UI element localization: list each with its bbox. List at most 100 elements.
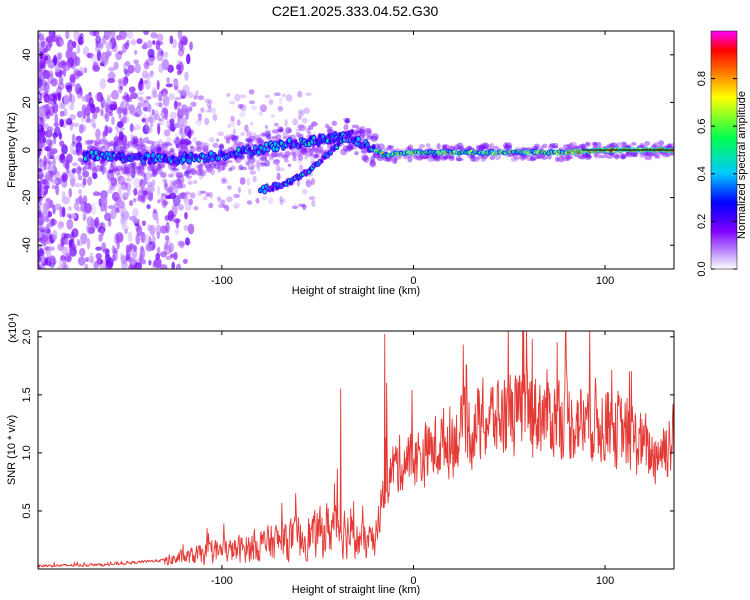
spectrogram-cell <box>65 31 70 40</box>
spectrogram-cell <box>68 243 77 251</box>
spectrogram-cell <box>147 140 155 145</box>
spectrogram-cell <box>171 185 179 195</box>
spectrogram-cell <box>47 202 51 209</box>
spectrogram-cell <box>153 257 162 269</box>
spectrogram-cell <box>319 149 324 155</box>
spectrogram-cell <box>115 200 120 206</box>
spectrogram-cell <box>160 172 167 178</box>
spectrogram-cell <box>64 159 70 170</box>
spectrogram-cell <box>354 130 359 135</box>
spectrogram-cell <box>77 147 83 153</box>
spectrogram-cell <box>230 134 237 141</box>
spectrogram-cell <box>309 147 318 153</box>
spectrogram-cell <box>295 132 301 138</box>
spectrogram-cell <box>204 163 211 169</box>
spectrogram-cell <box>88 145 97 150</box>
spectrogram-cell <box>157 143 162 150</box>
spectrogram-cell <box>264 152 270 157</box>
spectrogram-cell <box>531 146 539 150</box>
spectrogram-cell <box>68 205 73 212</box>
spectrogram-cell <box>592 141 598 148</box>
spectrogram-cell <box>124 177 130 181</box>
spectrogram-cell <box>248 157 256 164</box>
spectrogram-cell <box>482 142 490 150</box>
spectrogram-cell <box>158 102 163 108</box>
spectrogram-cell <box>135 233 141 245</box>
spectrogram-cell <box>48 140 53 149</box>
colorbar-tick-label: 0.2 <box>696 214 708 229</box>
spectrogram-cell <box>151 109 155 116</box>
snr-x-tick-label: 100 <box>596 575 614 587</box>
spectrogram-cell <box>93 141 102 146</box>
spectrogram-cell <box>163 103 170 108</box>
spectrogram-cell <box>58 101 64 110</box>
spectrogram-cell <box>281 198 286 203</box>
spectrogram-cell <box>183 138 191 146</box>
spectrogram-cell <box>186 166 191 171</box>
spectrogram-cell <box>110 208 117 220</box>
spectrogram-cell <box>349 144 354 150</box>
spectrogram-cell <box>206 157 210 162</box>
spectrogram-cell <box>610 142 617 148</box>
spectrogram-cell <box>625 151 633 158</box>
spectrogram-cell <box>140 144 147 151</box>
spectrogram-cell <box>146 40 153 49</box>
spectrogram-cell <box>278 167 286 172</box>
spectrogram-cell <box>122 147 127 153</box>
spectrogram-cell <box>50 77 58 87</box>
spectrogram-cell <box>163 145 168 152</box>
spectrogram-cell <box>218 198 223 205</box>
spectrogram-cell <box>128 104 135 109</box>
spectrogram-cell <box>49 165 55 172</box>
spectrogram-cell <box>95 253 102 260</box>
spectrogram-cell <box>63 174 68 181</box>
spectrogram-x-ticks: -100 0 100 <box>211 31 614 287</box>
spectrogram-cell <box>177 240 185 247</box>
spectrogram-cell <box>132 189 138 194</box>
spectrogram-cell <box>100 227 105 237</box>
spectrogram-cell <box>118 113 122 119</box>
spectrogram-cell <box>38 78 43 88</box>
spectrogram-cell <box>139 136 143 142</box>
spectrogram-cell <box>196 146 203 153</box>
spectrogram-cell <box>270 152 279 158</box>
spectrogram-cell <box>106 142 114 147</box>
spectrogram-cell <box>169 111 177 120</box>
spectrogram-cell <box>183 194 189 202</box>
spectrogram-cell <box>106 94 111 102</box>
spectrogram-cell <box>41 111 46 119</box>
snr-x-tick-label: -100 <box>211 575 233 587</box>
spectrogram-cell <box>217 155 221 161</box>
spectrogram-cell <box>61 172 68 183</box>
spectrogram-cell <box>146 181 153 188</box>
spectrogram-cell <box>90 116 96 128</box>
spectrogram-cell <box>146 204 151 210</box>
spectrogram-cell <box>74 198 82 203</box>
spectrogram-cell <box>178 130 184 136</box>
spectrogram-cell <box>160 194 167 203</box>
spectrogram-cell <box>86 237 91 250</box>
spectrogram-cell <box>232 142 239 147</box>
snr-series-line <box>38 331 674 568</box>
spectrogram-cell <box>148 259 152 266</box>
spectrogram-cell <box>166 76 170 84</box>
spectrogram-cell <box>402 154 408 160</box>
spectrogram-cell <box>105 109 110 114</box>
spectrogram-cell <box>82 46 90 56</box>
spectrogram-cell <box>44 225 48 233</box>
spectrogram-cell <box>126 141 131 146</box>
spectrogram-cell <box>86 141 94 146</box>
spectrogram-cell <box>246 138 254 143</box>
spectrogram-cell <box>273 92 281 97</box>
spectrogram-cell <box>248 188 252 195</box>
spectrogram-cell <box>90 140 97 144</box>
spectrogram-cell <box>480 156 487 162</box>
spectrogram-cell <box>120 181 128 191</box>
spectrogram-cell <box>161 143 169 149</box>
spectrogram-cell <box>218 144 225 151</box>
spectrogram-cell <box>188 198 194 206</box>
spectrogram-cell <box>261 131 267 137</box>
spectrogram-cell <box>49 105 55 117</box>
spectrogram-cell <box>198 168 205 177</box>
spectrogram-cell <box>139 178 144 186</box>
